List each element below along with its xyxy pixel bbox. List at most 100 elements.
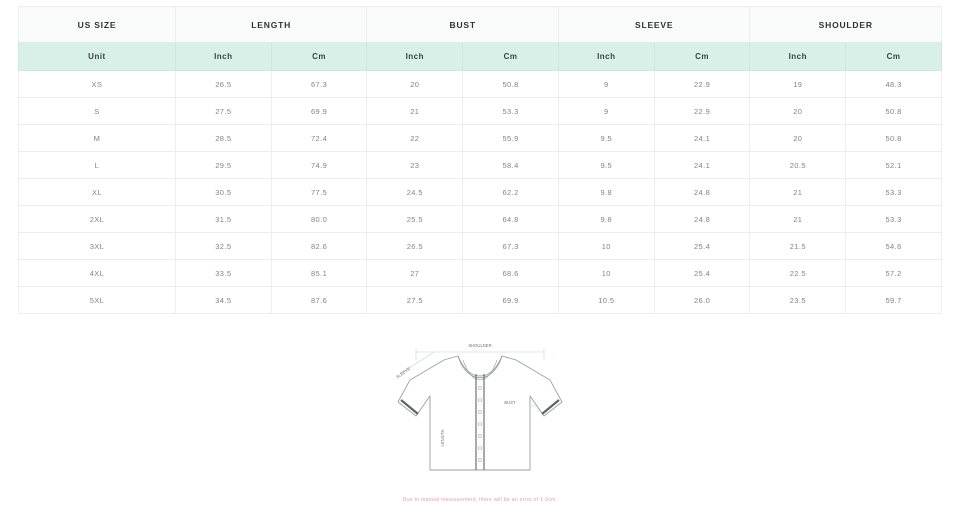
- table-row: 5XL 34.5 87.6 27.5 69.9 10.5 26.0 23.5 59.7: [18, 286, 942, 314]
- measurement-cell: 53.3: [845, 205, 942, 233]
- unit-header-cell: Cm: [653, 42, 751, 71]
- measurement-cell: 58.4: [462, 151, 559, 179]
- size-cell: M: [18, 124, 176, 152]
- measurement-cell: 52.1: [845, 151, 942, 179]
- measurement-cell: 28.5: [174, 124, 272, 152]
- unit-header-cell: Inch: [174, 42, 272, 71]
- measurement-cell: 21.5: [749, 232, 847, 260]
- table-row: 4XL 33.5 85.1 27 68.6 10 25.4 22.5 57.2: [18, 259, 942, 287]
- group-header-row: US SIZE LENGTH BUST SLEEVE SHOULDER: [18, 6, 942, 43]
- measurement-cell: 20.5: [749, 151, 847, 179]
- measurement-cell: 87.6: [270, 286, 368, 314]
- measurement-cell: 55.9: [462, 124, 559, 152]
- measurement-cell: 22.9: [653, 70, 751, 98]
- size-chart-table-wrapper: US SIZE LENGTH BUST SLEEVE SHOULDER Unit Inch…: [18, 6, 942, 314]
- measurement-cell: 10: [557, 232, 655, 260]
- table-row: 2XL 31.5 80.0 25.5 64.8 9.8 24.8 21 53.3: [18, 205, 942, 233]
- measurement-cell: 9.5: [557, 124, 655, 152]
- measurement-cell: 24.8: [653, 205, 751, 233]
- measurement-cell: 29.5: [174, 151, 272, 179]
- measurement-cell: 22.9: [653, 97, 751, 125]
- table-row: L 29.5 74.9 23 58.4 9.5 24.1 20.5 52.1: [18, 151, 942, 179]
- measurement-cell: 22: [366, 124, 464, 152]
- size-cell: 5XL: [18, 286, 176, 314]
- size-cell: 4XL: [18, 259, 176, 287]
- measurement-cell: 21: [749, 178, 847, 206]
- size-cell: XL: [18, 178, 176, 206]
- measurement-cell: 68.6: [462, 259, 559, 287]
- measurement-cell: 26.5: [174, 70, 272, 98]
- unit-header-cell: Cm: [270, 42, 368, 71]
- measurement-cell: 20: [366, 70, 464, 98]
- measurement-cell: 24.1: [653, 124, 751, 152]
- unit-header-cell: Unit: [18, 42, 176, 71]
- measurement-cell: 67.3: [270, 70, 368, 98]
- measurement-cell: 9: [557, 70, 655, 98]
- measurement-cell: 25.5: [366, 205, 464, 233]
- measurement-cell: 21: [366, 97, 464, 125]
- table-row: M 28.5 72.4 22 55.9 9.5 24.1 20 50.8: [18, 124, 942, 152]
- measurement-cell: 59.7: [845, 286, 942, 314]
- measurement-cell: 53.3: [462, 97, 559, 125]
- measurement-cell: 27: [366, 259, 464, 287]
- measurement-cell: 26.0: [653, 286, 751, 314]
- table-row: 3XL 32.5 82.6 26.5 67.3 10 25.4 21.5 54.6: [18, 232, 942, 260]
- measurement-cell: 34.5: [174, 286, 272, 314]
- length-label: LENGTH: [440, 430, 445, 447]
- unit-header-cell: Cm: [845, 42, 942, 71]
- measurement-cell: 10.5: [557, 286, 655, 314]
- measurement-disclaimer: Due to manual measurement, there will be…: [402, 497, 558, 503]
- jersey-buttons: [478, 386, 482, 462]
- unit-header-cell: Inch: [366, 42, 464, 71]
- unit-header-row: Unit Inch Cm Inch Cm Inch Cm Inch Cm: [18, 42, 942, 71]
- measurement-cell: 25.4: [653, 232, 751, 260]
- measurement-cell: 21: [749, 205, 847, 233]
- measurement-cell: 27.5: [174, 97, 272, 125]
- measurement-cell: 57.2: [845, 259, 942, 287]
- table-row: S 27.5 69.9 21 53.3 9 22.9 20 50.8: [18, 97, 942, 125]
- measurement-cell: 20: [749, 124, 847, 152]
- measurement-cell: 10: [557, 259, 655, 287]
- measurement-cell: 50.8: [462, 70, 559, 98]
- size-chart-table: US SIZE LENGTH BUST SLEEVE SHOULDER Unit Inch…: [18, 6, 942, 314]
- jersey-diagram: SHOULDER SLEEVE BUST LENGTH: [0, 330, 960, 490]
- measurement-cell: 69.9: [462, 286, 559, 314]
- unit-header-cell: Cm: [462, 42, 559, 71]
- measurement-cell: 24.5: [366, 178, 464, 206]
- jersey-diagram-svg: SHOULDER SLEEVE BUST LENGTH: [395, 343, 563, 471]
- sleeve-label: SLEEVE: [395, 366, 411, 380]
- measurement-cell: 9.5: [557, 151, 655, 179]
- measurement-cell: 67.3: [462, 232, 559, 260]
- measurement-cell: 30.5: [174, 178, 272, 206]
- measurement-cell: 9: [557, 97, 655, 125]
- size-cell: 2XL: [18, 205, 176, 233]
- measurement-cell: 72.4: [270, 124, 368, 152]
- size-cell: 3XL: [18, 232, 176, 260]
- measurement-cell: 25.4: [653, 259, 751, 287]
- table-body: XS 26.5 67.3 20 50.8 9 22.9 19 48.3 S 27.5 69.9 21 53…: [18, 70, 942, 314]
- measurement-cell: 23.5: [749, 286, 847, 314]
- sleeve-cuffs: [400, 399, 560, 415]
- unit-header-cell: Inch: [557, 42, 655, 71]
- measurement-cell: 19: [749, 70, 847, 98]
- group-header-length: LENGTH: [174, 6, 368, 43]
- measurement-cell: 9.8: [557, 205, 655, 233]
- jersey-placket: [475, 374, 485, 470]
- size-cell: XS: [18, 70, 176, 98]
- measurement-cell: 53.3: [845, 178, 942, 206]
- measurement-cell: 80.0: [270, 205, 368, 233]
- measurement-cell: 26.5: [366, 232, 464, 260]
- measurement-cell: 24.8: [653, 178, 751, 206]
- measurement-cell: 27.5: [366, 286, 464, 314]
- group-header-sleeve: SLEEVE: [557, 6, 751, 43]
- table-head: US SIZE LENGTH BUST SLEEVE SHOULDER Unit Inch…: [18, 6, 942, 71]
- measurement-cell: 74.9: [270, 151, 368, 179]
- jersey-outline: [397, 355, 563, 471]
- measurement-cell: 24.1: [653, 151, 751, 179]
- group-header-shoulder: SHOULDER: [749, 6, 942, 43]
- measurement-cell: 50.8: [845, 97, 942, 125]
- measurement-cell: 9.8: [557, 178, 655, 206]
- measurement-cell: 48.3: [845, 70, 942, 98]
- size-cell: S: [18, 97, 176, 125]
